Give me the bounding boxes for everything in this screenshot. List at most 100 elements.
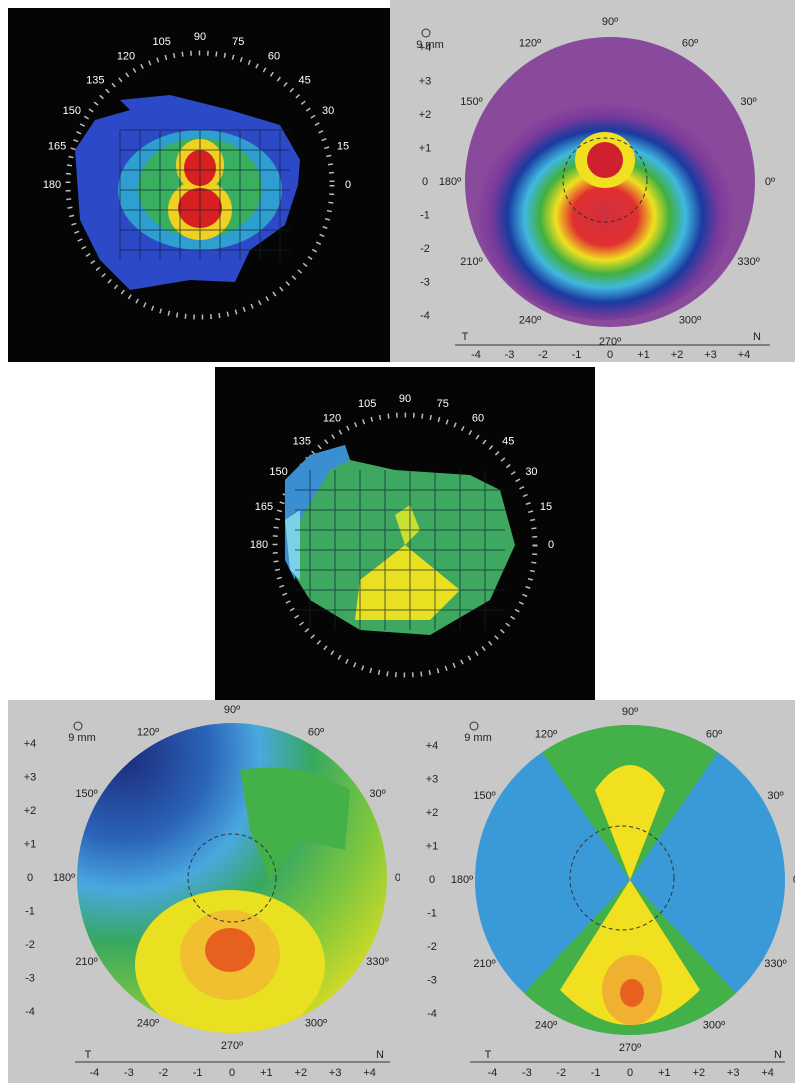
angle-label: 60º: [682, 37, 698, 49]
angle-label: 120º: [519, 37, 541, 49]
angle-label: 150: [63, 105, 81, 117]
angle-label: 75: [437, 398, 449, 410]
x-tick-label: 0: [627, 1067, 633, 1079]
y-tick-label: -4: [420, 310, 430, 322]
angle-label: 120: [323, 412, 341, 424]
x-tick-label: -2: [538, 349, 548, 361]
y-tick-label: +4: [426, 740, 439, 752]
angle-label: 105: [358, 398, 376, 410]
angle-label: 30º: [369, 788, 385, 800]
temporal-label: T: [485, 1049, 492, 1061]
angle-label: 270º: [599, 336, 621, 348]
y-tick-label: +3: [419, 75, 432, 87]
grid: [295, 470, 505, 630]
map: [595, 765, 665, 880]
y-tick-label: -3: [25, 972, 35, 984]
x-tick-label: +4: [363, 1067, 376, 1079]
y-tick-label: +1: [24, 838, 37, 850]
angle-label: 60: [268, 51, 280, 63]
nasal-label: N: [376, 1049, 384, 1061]
map: [560, 880, 700, 1025]
angle-label: 90º: [224, 704, 240, 716]
y-tick-label: -2: [427, 941, 437, 953]
angle-label: 165: [48, 141, 66, 153]
angle-label: 90º: [602, 16, 618, 28]
x-tick-label: +2: [693, 1067, 706, 1079]
angle-label: 180: [43, 179, 61, 191]
angle-label: 330º: [764, 958, 786, 970]
y-tick-label: +4: [24, 738, 37, 750]
angle-label: 180º: [53, 872, 75, 884]
x-tick-label: -2: [556, 1067, 566, 1079]
x-tick-label: -4: [90, 1067, 100, 1079]
angle-label: 30: [322, 105, 334, 117]
angle-label: 90: [399, 393, 411, 405]
angle-label: 270º: [221, 1040, 243, 1052]
angle-label: 150º: [75, 788, 97, 800]
y-tick-label: 0: [422, 176, 428, 188]
angle-label: 210º: [473, 958, 495, 970]
map: [355, 545, 460, 620]
zoom-icon: [73, 721, 83, 731]
x-tick-label: -4: [488, 1067, 498, 1079]
y-tick-label: -4: [25, 1006, 35, 1018]
angle-label: 300º: [305, 1017, 327, 1029]
x-tick-label: +2: [295, 1067, 308, 1079]
panel-4: 90º60º30º0º330º300º270º240º210º180º150º1…: [8, 700, 405, 1083]
map: [475, 90, 735, 320]
y-tick-label: +2: [426, 807, 439, 819]
angle-label: 0: [548, 539, 554, 551]
zoom-icon: [469, 721, 479, 731]
angle-label: 300º: [679, 314, 701, 326]
angle-label: 45: [299, 74, 311, 86]
angle-label: 0º: [793, 874, 795, 886]
angle-label: 0º: [765, 176, 775, 188]
y-tick-label: +1: [419, 142, 432, 154]
angle-label: 60º: [308, 726, 324, 738]
y-tick-label: -1: [25, 905, 35, 917]
angle-label: 60: [472, 412, 484, 424]
angle-label: 150: [269, 466, 287, 478]
temporal-label: T: [85, 1049, 92, 1061]
scale-label: 9 mm: [68, 732, 96, 744]
angle-label: 240º: [535, 1019, 557, 1031]
y-tick-label: -1: [420, 209, 430, 221]
x-tick-label: -3: [522, 1067, 532, 1079]
x-tick-label: +1: [658, 1067, 671, 1079]
angle-label: 330º: [737, 256, 759, 268]
angle-label: 75: [232, 36, 244, 48]
angle-label: 270º: [619, 1042, 641, 1054]
map: [285, 445, 515, 635]
angle-label: 180º: [439, 176, 461, 188]
grid: [119, 129, 290, 260]
nasal-label: N: [774, 1049, 782, 1061]
panel-2: 90º 60º 30º 0º 330º 300º 270º 240º 210º 180º 150º 1…: [390, 0, 795, 362]
x-tick-label: -1: [193, 1067, 203, 1079]
scale-label: 9 mm: [416, 39, 444, 51]
y-tick-label: -2: [25, 939, 35, 951]
nasal-label: N: [753, 331, 761, 343]
y-tick-label: 0: [27, 872, 33, 884]
y-tick-label: -3: [420, 276, 430, 288]
x-tick-label: 0: [229, 1067, 235, 1079]
angle-label: 120: [117, 51, 135, 63]
temporal-label: T: [462, 331, 469, 343]
map: [205, 928, 255, 972]
angle-label: 210º: [75, 956, 97, 968]
angle-label: 180º: [451, 874, 473, 886]
angle-label: 45: [502, 436, 514, 448]
map: [285, 510, 300, 580]
pupil: [569, 825, 675, 931]
angle-label: 330º: [366, 956, 388, 968]
tick-ring: [272, 412, 538, 678]
scale-label: 9 mm: [464, 732, 492, 744]
x-tick-label: +3: [329, 1067, 342, 1079]
angle-label: 90º: [622, 706, 638, 718]
x-tick-label: -2: [158, 1067, 168, 1079]
zoom-icon: [421, 28, 431, 38]
angle-label: 0: [345, 179, 351, 191]
y-tick-label: -3: [427, 974, 437, 986]
